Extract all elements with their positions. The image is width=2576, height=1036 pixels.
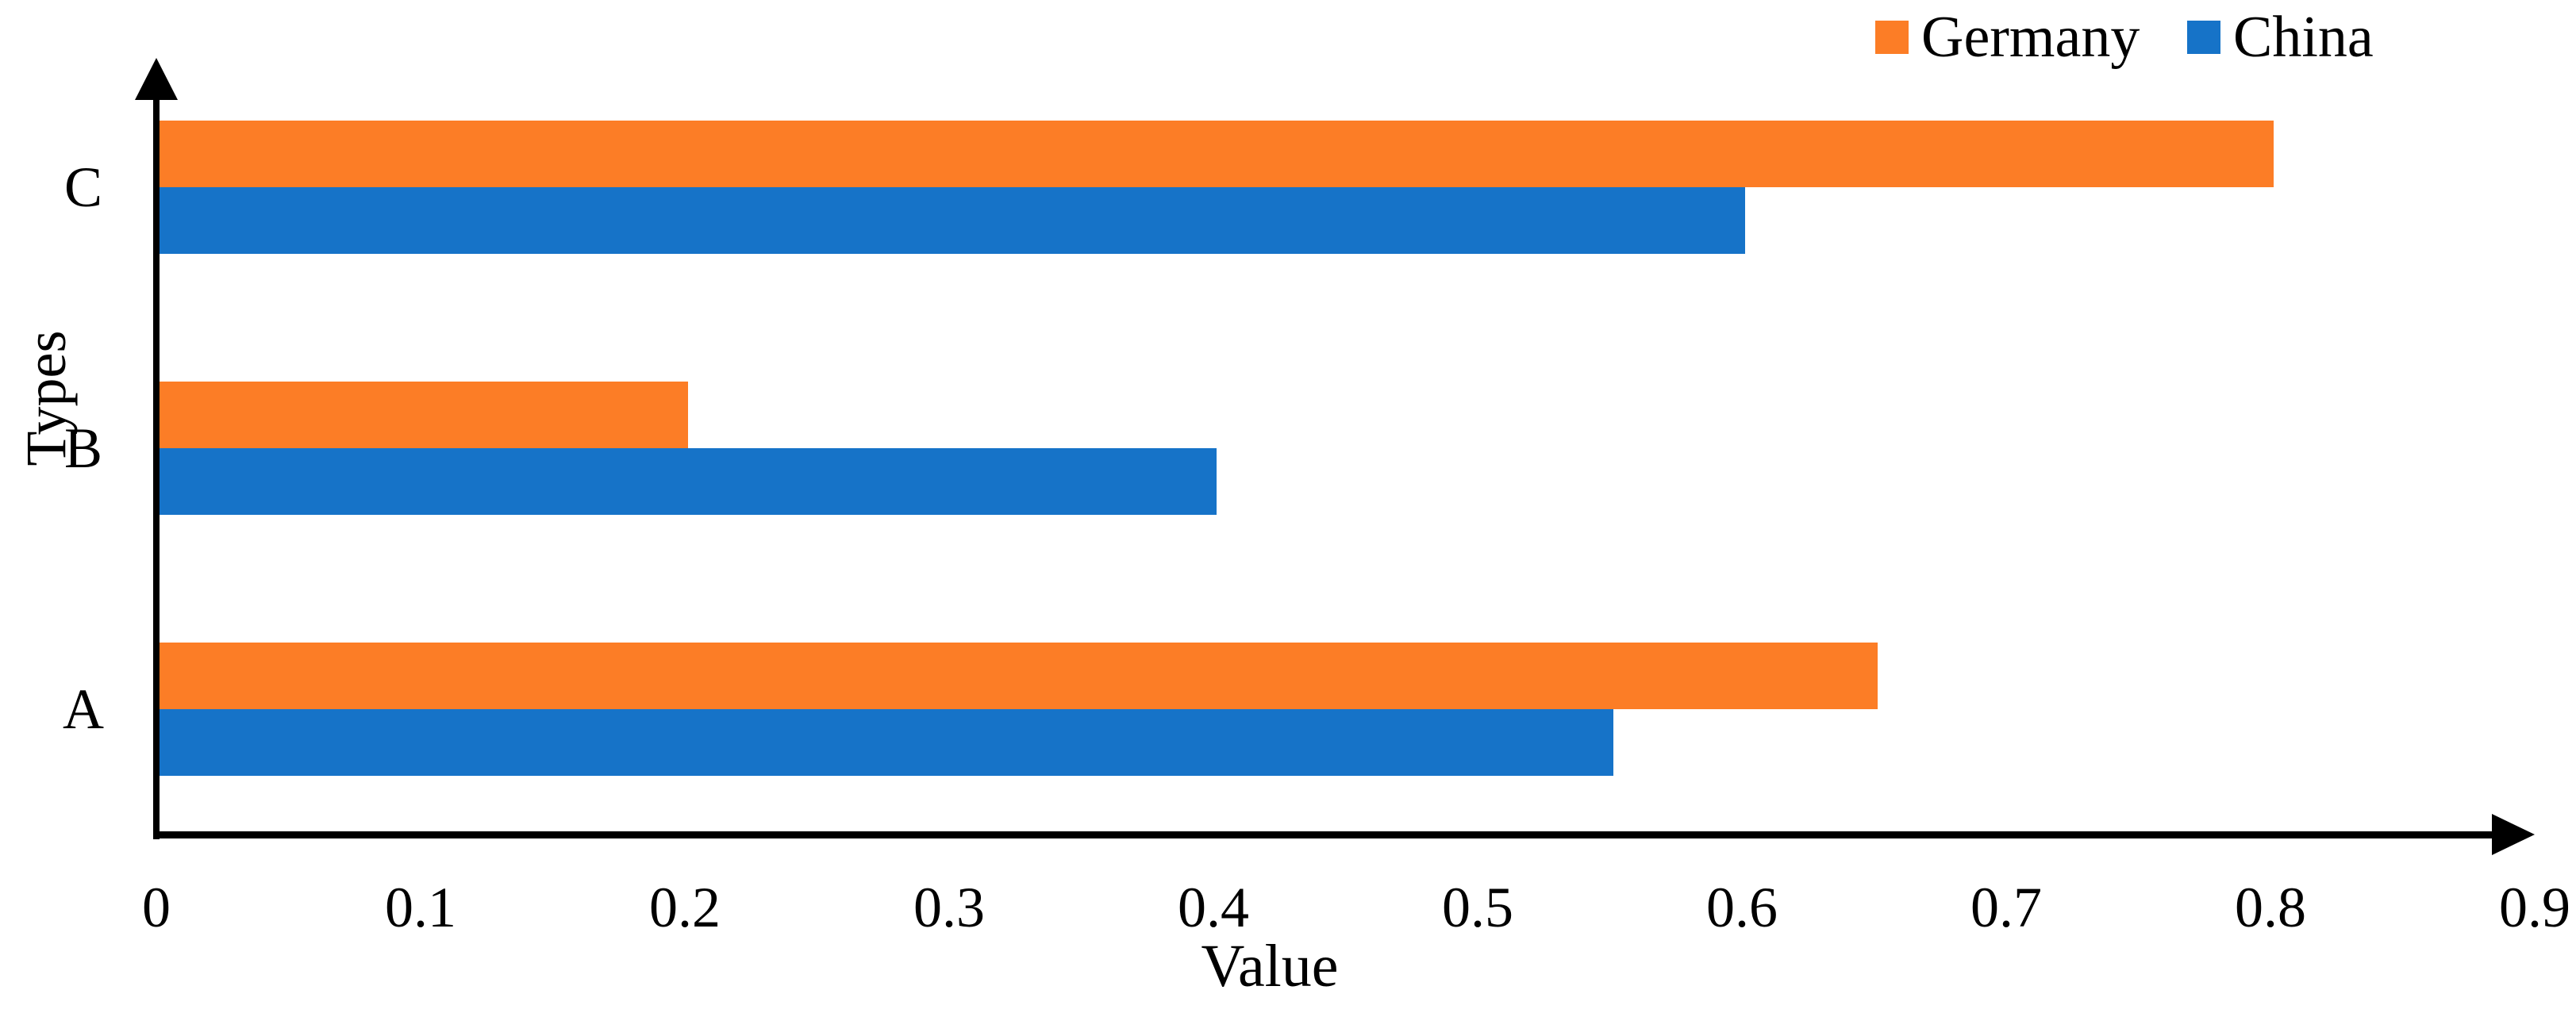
legend-swatch-china-icon: [2187, 21, 2220, 54]
y-axis-line: [153, 97, 160, 839]
y-axis-arrowhead-icon: [135, 58, 178, 100]
category-label-A: A: [63, 677, 104, 741]
bar-china-C: [160, 187, 1745, 254]
x-tick-label-0.5: 0.5: [1442, 876, 1513, 939]
x-tick-label-0.8: 0.8: [2235, 876, 2306, 939]
bar-germany-B: [160, 382, 688, 448]
legend-item-china: China: [2187, 8, 2374, 67]
legend-label-germany: Germany: [1921, 5, 2140, 70]
x-tick-label-0: 0: [142, 876, 171, 939]
x-tick-label-0.1: 0.1: [385, 876, 456, 939]
x-tick-label-0.6: 0.6: [1706, 876, 1778, 939]
legend-label-china: China: [2233, 5, 2374, 70]
bar-germany-A: [160, 643, 1878, 709]
legend-swatch-germany-icon: [1875, 21, 1909, 54]
x-tick-label-0.2: 0.2: [649, 876, 721, 939]
x-axis-line: [153, 831, 2493, 838]
x-tick-label-0.3: 0.3: [913, 876, 985, 939]
legend-item-germany: Germany: [1875, 8, 2140, 67]
x-tick-label-0.9: 0.9: [2499, 876, 2570, 939]
x-axis-title: Value: [1201, 933, 1339, 1000]
bar-china-B: [160, 448, 1217, 515]
bar-germany-C: [160, 121, 2274, 187]
x-axis-arrowhead-icon: [2492, 814, 2535, 855]
category-label-B: B: [63, 416, 103, 480]
x-tick-label-0.4: 0.4: [1178, 876, 1249, 939]
category-label-C: C: [63, 155, 103, 219]
bar-china-A: [160, 709, 1613, 776]
x-tick-label-0.7: 0.7: [1970, 876, 2042, 939]
